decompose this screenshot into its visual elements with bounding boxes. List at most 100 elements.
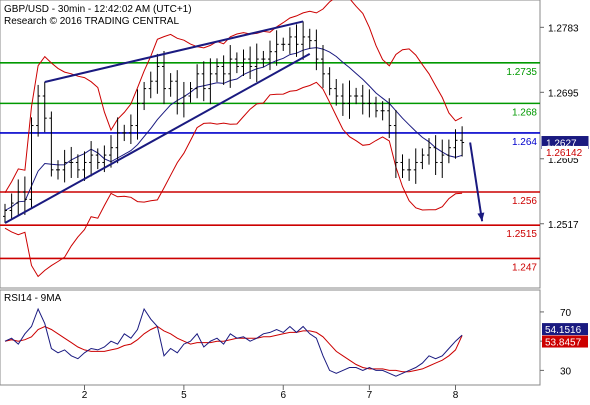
price-bar [380, 101, 385, 121]
price-bar [301, 21, 306, 60]
price-bar [393, 110, 398, 178]
level-label-4: 1.2515 [506, 229, 537, 240]
price-bar [135, 89, 140, 140]
price-bar [413, 148, 418, 184]
price-bar [340, 83, 345, 116]
price-bar [360, 84, 365, 115]
price-bar [22, 176, 27, 215]
price-bar [128, 114, 133, 144]
price-bar [49, 111, 54, 177]
price-bar [400, 154, 405, 178]
price-bar [181, 81, 186, 118]
price-bar [188, 81, 193, 103]
projection-arrowhead [477, 212, 485, 222]
lower-trendline [4, 53, 311, 224]
price-bar [155, 53, 160, 94]
y-tick-label-3: 1.2517 [548, 220, 579, 231]
price-bar [314, 29, 319, 71]
price-bar [69, 146, 74, 178]
x-tick-label-3: 7 [367, 390, 373, 400]
price-bar [234, 52, 239, 74]
price-bar [387, 98, 392, 139]
rsi-label: RSI14 - 9MA [4, 293, 62, 304]
price-badge-label-2: 1.26142 [546, 148, 583, 159]
price-bar [3, 203, 7, 224]
price-bar [287, 27, 292, 54]
price-bar [208, 58, 213, 105]
rsi-badge-label-1: 53.8457 [545, 338, 582, 349]
chart-credit: Research © 2016 TRADING CENTRAL [4, 16, 179, 27]
price-bar [42, 81, 47, 133]
rsi-tick-label-2: 30 [560, 366, 572, 377]
price-bar [16, 179, 21, 216]
rsi-badge-1: 53.8457 [542, 335, 588, 349]
price-bar [254, 43, 259, 82]
price-badge-label-1: 1.2627 [546, 139, 577, 150]
price-bar [9, 193, 14, 221]
price-bar [407, 158, 412, 181]
price-bar [334, 79, 339, 106]
price-panel: 1.2735 1.268 1.264 1.256 1.2515 1.247 [0, 0, 541, 289]
price-bar [440, 139, 445, 178]
price-bar [354, 87, 359, 105]
price-bar [261, 50, 266, 68]
price-bar [195, 64, 200, 99]
price-bar [115, 117, 120, 164]
price-bar [327, 67, 332, 96]
projection-arrow [469, 142, 484, 222]
price-bar [281, 37, 286, 51]
price-bar [321, 45, 325, 88]
level-label-5: 1.247 [512, 262, 537, 273]
price-badge-2: 1.26142 [542, 145, 588, 159]
price-bar [36, 84, 41, 137]
price-bar [221, 55, 226, 85]
level-label-1: 1.268 [512, 107, 537, 118]
upper-trendline [44, 20, 304, 83]
price-bar [175, 70, 180, 115]
price-bar [62, 149, 67, 183]
axes: 1.27831.26951.26051.25171.262921.26271.2… [82, 23, 589, 401]
price-bar [433, 135, 438, 176]
price-bar [294, 24, 299, 57]
price-bar [162, 50, 166, 105]
x-tick-label-2: 6 [280, 390, 286, 400]
chart-title: GBP/USD - 30min - 12:42:02 AM (UTC+1) [4, 4, 192, 15]
price-bar [95, 148, 100, 170]
y-tick-label-1: 1.2695 [548, 88, 579, 99]
price-bar [374, 96, 378, 118]
price-frame [0, 0, 541, 289]
price-bar [307, 28, 312, 49]
x-tick-label-0: 2 [82, 390, 88, 400]
price-bar [122, 124, 127, 142]
price-bar [460, 126, 465, 157]
price-bar [82, 151, 87, 181]
price-bar [453, 129, 458, 159]
level-label-0: 1.2735 [506, 67, 537, 78]
price-bar [201, 61, 206, 102]
level-label-3: 1.256 [512, 196, 537, 207]
price-bar [75, 154, 80, 178]
rsi-panel [0, 289, 541, 386]
rsi-badge-label-0: 54.1516 [545, 325, 582, 336]
y-tick-label-0: 1.2783 [548, 23, 579, 34]
price-bar [268, 40, 272, 71]
lower-band [4, 81, 463, 278]
price-bar [89, 141, 94, 177]
price-bar [274, 30, 279, 66]
rsi-line [4, 307, 463, 377]
rsi-badge-0: 54.1516 [542, 323, 588, 336]
rsi-ma-line [4, 325, 463, 373]
x-tick-label-4: 8 [453, 390, 459, 400]
moving-average [4, 47, 463, 211]
y-tick-label-2: 1.2605 [548, 155, 579, 166]
price-bar [148, 71, 153, 99]
price-bar [420, 148, 425, 170]
level-label-2: 1.264 [512, 137, 537, 148]
price-bar [109, 135, 113, 168]
upper-band [4, 0, 463, 193]
price-bar [29, 117, 34, 208]
price-bar [347, 80, 352, 119]
